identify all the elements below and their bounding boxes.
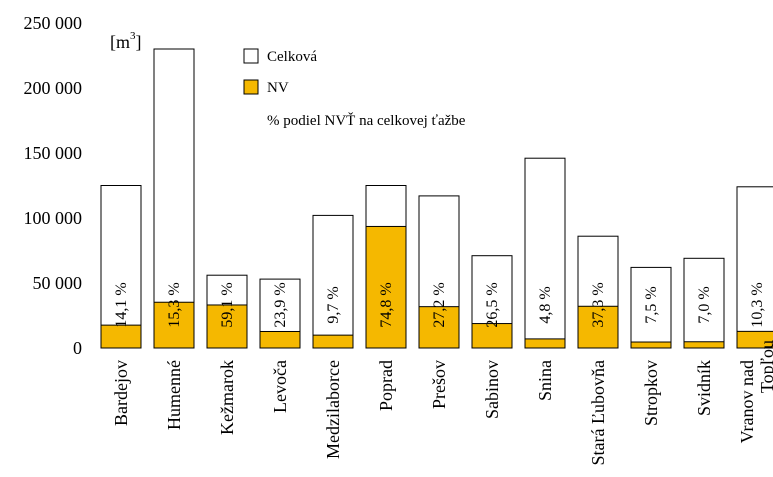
percent-label: 59,1 % — [219, 282, 236, 327]
percent-label: 10,3 % — [749, 282, 766, 327]
y-tick-label: 250 000 — [24, 13, 83, 33]
category-label: Prešov — [429, 360, 449, 409]
bar-nv — [206, 304, 248, 349]
bar-total — [736, 186, 773, 349]
bar-nv — [630, 341, 672, 349]
bar-nv — [418, 306, 460, 349]
y-tick-label: 50 000 — [33, 273, 83, 293]
y-tick-label: 100 000 — [24, 208, 83, 228]
legend-swatch-nv — [243, 79, 259, 95]
percent-labels: 14,1 % 15,3 % 59,1 % 23,9 % 9,7 % 74,8 % 27,2 … — [113, 282, 766, 327]
legend-label-nv: NV — [267, 80, 289, 96]
bar-nv — [577, 305, 619, 349]
bar-nv — [259, 330, 301, 349]
category-label: Medzilaborce — [323, 360, 343, 459]
bar-nv — [365, 225, 407, 349]
y-unit-label: [m3] — [110, 30, 142, 52]
y-tick-label: 150 000 — [24, 143, 83, 163]
percent-label: 27,2 % — [431, 282, 448, 327]
bar-nv — [100, 324, 142, 349]
percent-label: 23,9 % — [272, 282, 289, 327]
category-label: Humenné — [164, 360, 184, 430]
bar-total — [153, 48, 195, 349]
category-label: Svidník — [694, 360, 714, 416]
bar-nv — [524, 338, 566, 349]
percent-label: 7,5 % — [643, 286, 660, 323]
percent-label: 7,0 % — [696, 286, 713, 323]
bar-total — [683, 257, 725, 349]
legend-swatch-celkova — [243, 48, 259, 64]
bars — [100, 48, 773, 349]
category-label: Levoča — [270, 360, 290, 413]
percent-label: 74,8 % — [378, 282, 395, 327]
category-label: Kežmarok — [217, 360, 237, 435]
percent-label: 37,3 % — [590, 282, 607, 327]
percent-label: 4,8 % — [537, 286, 554, 323]
y-tick-label: 200 000 — [24, 78, 83, 98]
category-label: Bardejov — [111, 360, 131, 426]
percent-label: 9,7 % — [325, 286, 342, 323]
category-label: Stropkov — [641, 360, 661, 426]
percent-label: 14,1 % — [113, 282, 130, 327]
bar-nv — [153, 301, 195, 349]
x-axis-labels: Bardejov Humenné Kežmarok Levoča Medzilaborc… — [111, 340, 773, 465]
category-label: Stará Ľubovňa — [588, 360, 608, 465]
bar-total — [312, 214, 354, 349]
y-axis: 0 50 000 100 000 150 000 200 000 250 000 — [24, 13, 83, 358]
category-label: Sabinov — [482, 360, 502, 419]
legend-label-percent: % podiel NVŤ na celkovej ťažbe — [267, 112, 466, 129]
category-label: Snina — [535, 360, 555, 401]
bar-total — [100, 185, 142, 349]
bar-nv — [683, 341, 725, 349]
bar-total — [524, 157, 566, 349]
bar-nv — [736, 330, 773, 349]
y-tick-label: 0 — [73, 338, 82, 358]
legend: Celková NV % podiel NVŤ na celkovej ťažb… — [243, 48, 466, 129]
bar-nv — [312, 334, 354, 349]
legend-label-celkova: Celková — [267, 49, 317, 65]
percent-label: 26,5 % — [484, 282, 501, 327]
percent-label: 15,3 % — [166, 282, 183, 327]
category-label: Vranov nadTopľou — [737, 340, 773, 443]
bar-nv — [471, 323, 513, 349]
category-label: Poprad — [376, 360, 396, 411]
